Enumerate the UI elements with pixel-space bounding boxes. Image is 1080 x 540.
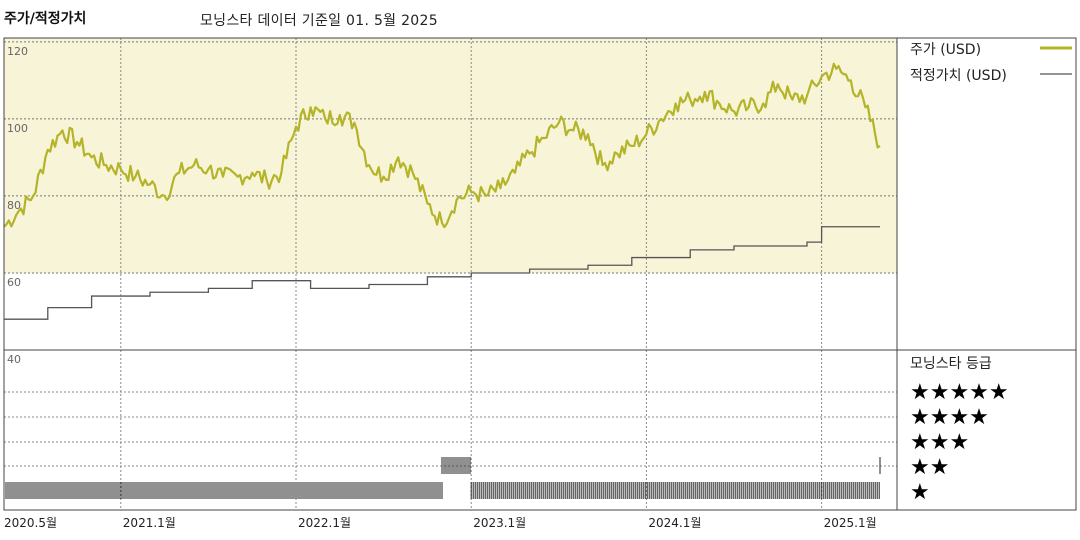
- x-tick-label: 2021.1월: [123, 516, 176, 530]
- chart-frame: [3, 37, 1077, 511]
- x-axis-ticks: 2020.5월 2021.1월 2022.1월 2023.1월 2024.1월 2025.…: [4, 516, 877, 530]
- data-date-note: 모닝스타 데이터 기준일 01. 5월 2025: [200, 13, 438, 29]
- outer-border: [3, 37, 1077, 511]
- x-tick-label: 2024.1월: [648, 516, 701, 530]
- price-line: [3, 62, 881, 229]
- legend: 주가 (USD) 적정가치 (USD) 모닝스타 등급: [910, 42, 1072, 372]
- y-tick-label: 60: [7, 276, 21, 289]
- y-tick-label: 120: [7, 45, 28, 58]
- x-tick-label: 2020.5월: [4, 516, 57, 530]
- fair-value-series: [4, 226, 880, 320]
- plot-background: [4, 38, 897, 273]
- rating-title: 모닝스타 등급: [910, 356, 992, 372]
- rating-level-label: ★★: [910, 455, 949, 480]
- fair-value-line: [4, 226, 880, 320]
- x-tick-label: 2025.1월: [824, 516, 877, 530]
- rating-period: [3, 482, 443, 499]
- x-tick-label: 2023.1월: [473, 516, 526, 530]
- legend-fair-label: 적정가치 (USD): [910, 68, 1007, 84]
- legend-price-label: 주가 (USD): [910, 42, 981, 58]
- rating-level-label: ★★★★: [910, 405, 989, 430]
- price-series: [3, 62, 881, 229]
- rating-level-label: ★★★: [910, 430, 969, 455]
- x-tick-label: 2022.1월: [298, 516, 351, 530]
- chart-title: 주가/적정가치: [4, 11, 87, 27]
- price-area-background: [4, 38, 897, 273]
- y-axis-ticks: 40 60 80 100 120: [7, 45, 28, 366]
- rating-level-label: ★: [910, 480, 930, 505]
- rating-period: [441, 457, 471, 474]
- y-tick-label: 100: [7, 122, 28, 135]
- rating-bars: [3, 457, 881, 499]
- y-tick-label: 80: [7, 199, 21, 212]
- rating-star-labels: ★★★★★★★★★★★★★★★: [910, 380, 1009, 505]
- rating-period: [470, 482, 880, 499]
- y-tick-label: 40: [7, 353, 21, 366]
- rating-level-label: ★★★★★: [910, 380, 1009, 405]
